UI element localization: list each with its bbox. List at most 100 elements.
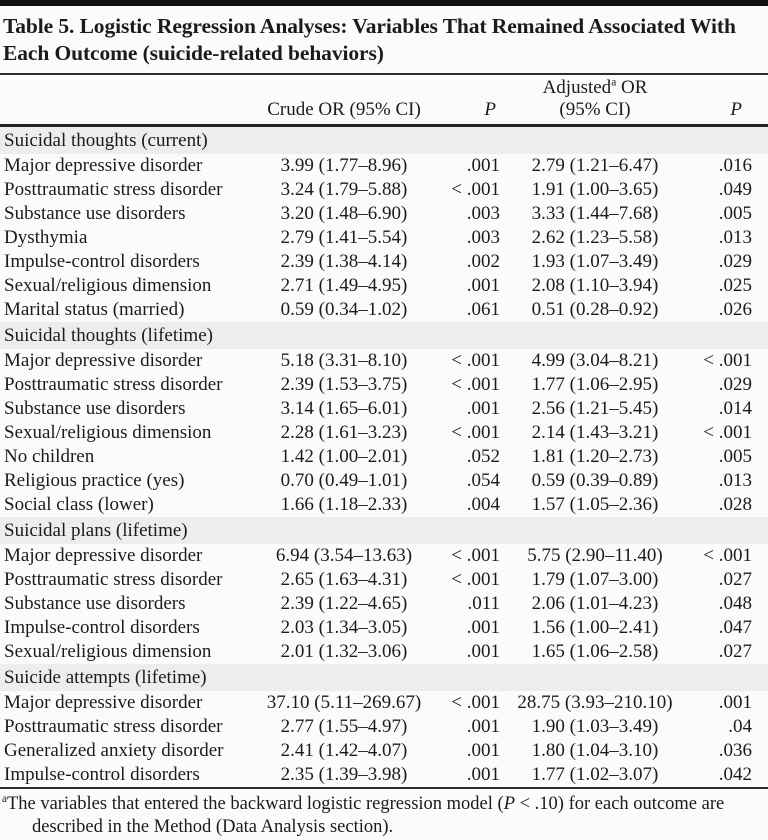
adjusted-or-cell: 0.59 (0.39–0.89): [531, 470, 659, 491]
footnote-text-post: < .10) for each outcome are described in…: [32, 794, 725, 837]
p-value-cell: .004: [466, 494, 500, 515]
adjusted-or-cell: 1.77 (1.06–2.95): [531, 374, 659, 395]
p-value-cell: .001: [466, 398, 500, 419]
adjusted-or-cell: 1.56 (1.00–2.41): [531, 617, 659, 638]
p-value-cell: < .001: [451, 569, 500, 590]
crude-or-cell: 1.42 (1.00–2.01): [280, 446, 408, 467]
crude-or-cell: 2.77 (1.55–4.97): [280, 716, 408, 737]
p-value-cell: .001: [466, 740, 500, 761]
variable-column-header: [0, 75, 256, 127]
adjusted-or-cell: 4.99 (3.04–8.21): [531, 350, 659, 371]
p-value-cell: .001: [466, 155, 500, 176]
table-row: Religious practice (yes) 0.70 (0.49–1.01)…: [0, 469, 768, 493]
table-row: Major depressive disorder 3.99 (1.77–8.96…: [0, 154, 768, 178]
crude-or-cell: 2.39 (1.22–4.65): [280, 593, 408, 614]
crude-or-cell: 3.99 (1.77–8.96): [280, 155, 408, 176]
footnote-text-pre: The variables that entered the backward …: [6, 794, 504, 814]
table-row: Posttraumatic stress disorder 2.77 (1.55–…: [0, 715, 768, 739]
crude-or-cell: 5.18 (3.31–8.10): [280, 350, 408, 371]
adjusted-or-cell: 2.14 (1.43–3.21): [531, 422, 659, 443]
p-value-cell: < .001: [451, 374, 500, 395]
table-row: Major depressive disorder 37.10 (5.11–269…: [0, 691, 768, 715]
variable-cell: No children: [4, 446, 95, 467]
table-row: Impulse-control disorders 2.39 (1.38–4.14…: [0, 250, 768, 274]
p-value-cell: .027: [718, 641, 752, 662]
adjusted-or-cell: 3.33 (1.44–7.68): [531, 203, 659, 224]
adjusted-or-column-header: Adjusteda OR (95% CI): [505, 75, 685, 127]
crude-or-cell: 3.20 (1.48–6.90): [280, 203, 408, 224]
section-header-row: Suicidal thoughts (lifetime): [0, 322, 768, 349]
adjusted-or-cell: 1.79 (1.07–3.00): [531, 569, 659, 590]
p-value-cell: < .001: [451, 692, 500, 713]
table-row: Major depressive disorder 6.94 (3.54–13.6…: [0, 544, 768, 568]
variable-cell: Impulse-control disorders: [4, 764, 200, 785]
table-row: Major depressive disorder 5.18 (3.31–8.10…: [0, 349, 768, 373]
adjusted-or-cell: 5.75 (2.90–11.40): [527, 545, 663, 566]
p-column-header: P: [685, 75, 768, 127]
p-value-cell: .002: [466, 251, 500, 272]
crude-or-cell: 2.71 (1.49–4.95): [280, 275, 408, 296]
variable-cell: Substance use disorders: [4, 593, 186, 614]
variable-cell: Substance use disorders: [4, 398, 186, 419]
header-row: Crude OR (95% CI) P Adjusteda OR (95% CI…: [0, 75, 768, 127]
adjusted-or-cell: 1.81 (1.20–2.73): [531, 446, 659, 467]
p-value-cell: .036: [718, 740, 752, 761]
adjusted-or-cell: 2.79 (1.21–6.47): [531, 155, 659, 176]
table-row: Social class (lower) 1.66 (1.18–2.33) .004…: [0, 493, 768, 517]
adjusted-or-cell: 2.08 (1.10–3.94): [531, 275, 659, 296]
footnote-marker-superscript: a: [611, 76, 617, 89]
variable-cell: Posttraumatic stress disorder: [4, 179, 223, 200]
crude-or-cell: 2.39 (1.53–3.75): [280, 374, 408, 395]
section-header: Suicidal thoughts (lifetime): [0, 322, 768, 349]
p-value-cell: .005: [718, 446, 752, 467]
p-value-cell: .052: [466, 446, 500, 467]
table-row: Sexual/religious dimension 2.28 (1.61–3.2…: [0, 421, 768, 445]
crude-or-cell: 37.10 (5.11–269.67): [266, 692, 422, 713]
variable-cell: Social class (lower): [4, 494, 154, 515]
p-value-cell: < .001: [703, 545, 752, 566]
adjusted-or-cell: 1.90 (1.03–3.49): [531, 716, 659, 737]
p-label: P: [730, 99, 742, 120]
table-row: Generalized anxiety disorder 2.41 (1.42–4…: [0, 739, 768, 763]
adjusted-or-cell: 2.06 (1.01–4.23): [531, 593, 659, 614]
table-row: Marital status (married) 0.59 (0.34–1.02)…: [0, 298, 768, 322]
crude-or-cell: 2.28 (1.61–3.23): [280, 422, 408, 443]
table-row: Substance use disorders 3.20 (1.48–6.90).…: [0, 202, 768, 226]
table-row: Sexual/religious dimension 2.01 (1.32–3.0…: [0, 640, 768, 664]
p-value-cell: .026: [718, 299, 752, 320]
crude-or-cell: 2.41 (1.42–4.07): [280, 740, 408, 761]
section-header-row: Suicidal thoughts (current): [0, 125, 768, 154]
variable-cell: Major depressive disorder: [4, 350, 203, 371]
crude-or-column-header: Crude OR (95% CI): [256, 75, 432, 127]
crude-or-cell: 3.24 (1.79–5.88): [280, 179, 408, 200]
p-value-cell: .001: [718, 692, 752, 713]
table-row: Posttraumatic stress disorder 3.24 (1.79–…: [0, 178, 768, 202]
variable-cell: Major depressive disorder: [4, 155, 203, 176]
p-column-header: P: [432, 75, 505, 127]
adjusted-or-cell: 2.62 (1.23–5.58): [531, 227, 659, 248]
p-value-cell: .016: [718, 155, 752, 176]
table-row: Substance use disorders 2.39 (1.22–4.65).…: [0, 592, 768, 616]
table-row: Impulse-control disorders 2.03 (1.34–3.05…: [0, 616, 768, 640]
p-value-cell: .04: [728, 716, 752, 737]
p-value-cell: .001: [466, 716, 500, 737]
p-value-cell: .029: [718, 374, 752, 395]
p-value-cell: .013: [718, 470, 752, 491]
footnote-p-italic: P: [503, 794, 515, 814]
p-value-cell: < .001: [451, 545, 500, 566]
variable-cell: Sexual/religious dimension: [4, 275, 212, 296]
variable-cell: Posttraumatic stress disorder: [4, 569, 223, 590]
p-value-cell: .048: [718, 593, 752, 614]
adjusted-or-cell: 1.65 (1.06–2.58): [531, 641, 659, 662]
crude-or-cell: 2.79 (1.41–5.54): [280, 227, 408, 248]
adjusted-or-cell: 2.56 (1.21–5.45): [531, 398, 659, 419]
p-value-cell: .029: [718, 251, 752, 272]
adjusted-or-cell: 0.51 (0.28–0.92): [531, 299, 659, 320]
p-value-cell: < .001: [703, 350, 752, 371]
table-row: No children 1.42 (1.00–2.01) .052 1.81 (1.2…: [0, 445, 768, 469]
crude-or-cell: 0.59 (0.34–1.02): [280, 299, 408, 320]
p-value-cell: .003: [466, 227, 500, 248]
adjusted-or-cell: 1.77 (1.02–3.07): [531, 764, 659, 785]
variable-cell: Sexual/religious dimension: [4, 422, 212, 443]
